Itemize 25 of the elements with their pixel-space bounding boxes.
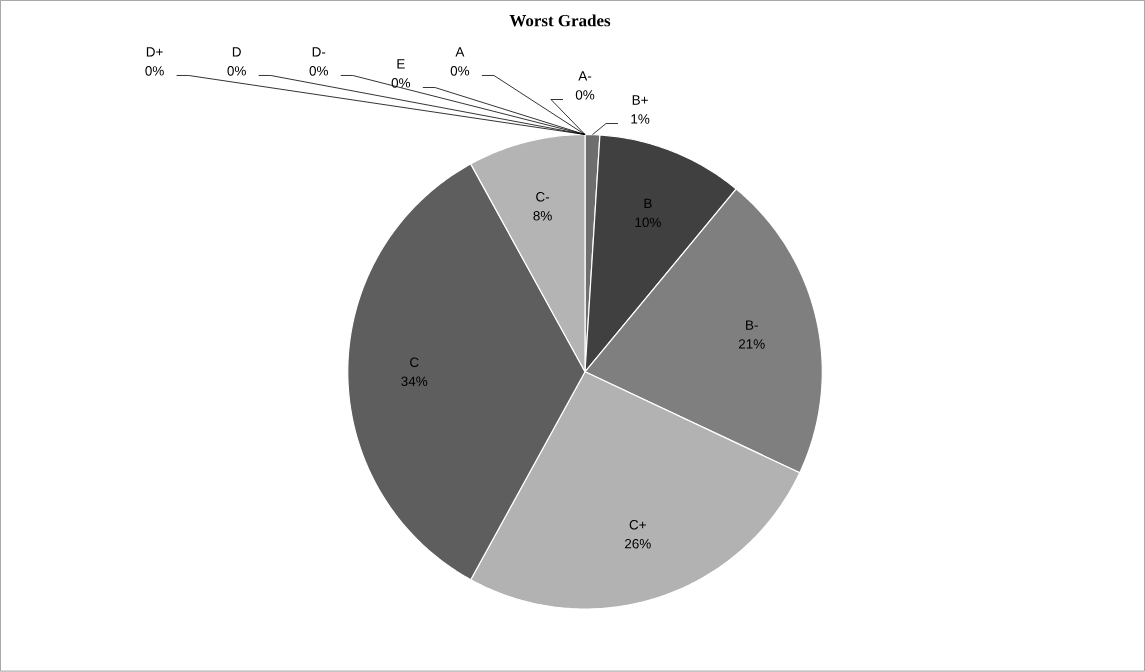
text: 0%	[227, 66, 246, 76]
text: 0%	[145, 66, 164, 76]
slice-label: B	[644, 199, 652, 209]
category-label: A-	[578, 71, 592, 81]
slice-label: C	[410, 357, 419, 368]
data-label: 10%	[635, 217, 661, 228]
slice-label: B+	[632, 95, 648, 105]
slice-label: C+	[629, 520, 646, 530]
chart-title: Worst Grades	[509, 14, 611, 27]
category-label: D+	[146, 47, 163, 57]
data-label: 8%	[533, 211, 552, 221]
data-label: 34%	[401, 376, 428, 387]
category-label: D-	[312, 47, 326, 57]
category-label: E	[397, 59, 405, 69]
category-label: A	[455, 47, 465, 57]
text: 0%	[575, 90, 595, 100]
data-label: 21%	[738, 339, 765, 349]
slice-label: C-	[536, 192, 550, 202]
text: 0%	[391, 78, 411, 88]
slice-label: B-	[746, 320, 758, 330]
text: 0%	[309, 66, 328, 76]
text: 0%	[450, 66, 470, 76]
data-label: 1%	[631, 114, 650, 124]
data-label: 26%	[624, 539, 651, 549]
category-label: D	[232, 47, 241, 57]
